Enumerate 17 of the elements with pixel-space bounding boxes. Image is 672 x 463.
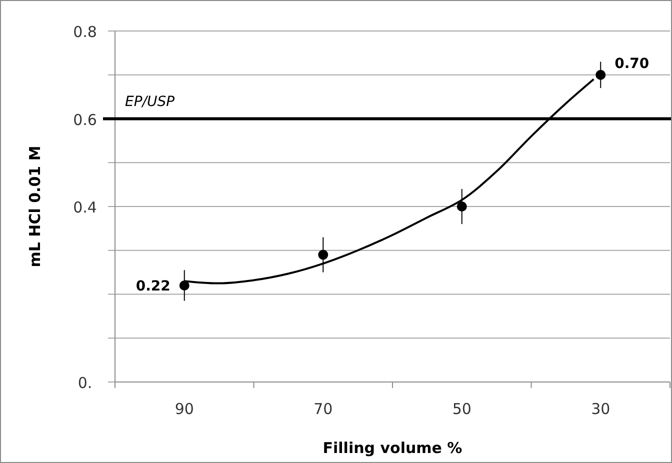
x-tick-label: 90 — [174, 400, 194, 418]
y-axis-title: mL HCl 0.01 M — [26, 146, 44, 268]
ref-line-label: EP/USP — [125, 94, 176, 110]
point — [596, 70, 606, 80]
x-tick-label: 50 — [452, 400, 472, 418]
point — [456, 202, 467, 212]
point — [318, 250, 328, 260]
data-label: 0.70 — [614, 56, 650, 72]
y-tick-label: 0. — [78, 374, 92, 392]
x-tick-label: 70 — [314, 400, 333, 418]
y-tick-label: 0.6 — [73, 110, 97, 129]
data-label: 0.22 — [136, 278, 170, 294]
y-tick-label: 0.4 — [73, 198, 97, 216]
y-tick-label: 0.8 — [73, 23, 97, 41]
x-axis-title: Filling volume % — [322, 439, 462, 457]
x-tick-label: 30 — [591, 400, 610, 418]
point — [179, 280, 190, 290]
